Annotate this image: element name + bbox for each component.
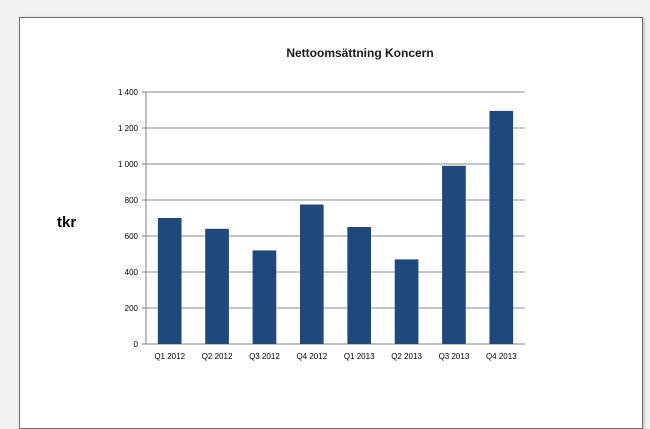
bar (299, 204, 324, 344)
y-tick-label: 800 (125, 196, 139, 205)
bar (442, 165, 466, 344)
y-tick-label: 200 (125, 304, 139, 313)
x-tick-label: Q3 2012 (249, 352, 280, 361)
x-tick-label: Q4 2012 (296, 352, 327, 361)
x-tick-label: Q4 2013 (486, 352, 517, 361)
x-tick-label: Q2 2013 (391, 352, 422, 361)
y-tick-label: 1 400 (118, 88, 139, 97)
y-tick-label: 600 (125, 232, 139, 241)
y-tick-label: 0 (134, 340, 139, 349)
y-tick-label: 400 (125, 268, 139, 277)
chart-title: Nettoomsättning Koncern (286, 46, 434, 60)
chart-frame: Nettoomsättning Koncern tkr 0 200 400 600 80… (19, 17, 643, 429)
y-tick-label: 1 000 (118, 160, 139, 169)
bar-chart: 0 200 400 600 800 1 000 1 200 1 400 Q1 2012 Q2 20… (118, 88, 525, 361)
bar (252, 250, 277, 344)
x-tick-label: Q1 2012 (154, 352, 185, 361)
bar (394, 259, 419, 344)
y-tick-label: 1 200 (118, 124, 139, 133)
x-tick-label: Q3 2013 (439, 352, 470, 361)
bar (347, 227, 372, 344)
bar (205, 228, 229, 344)
x-tick-label: Q2 2012 (202, 352, 233, 361)
bar (489, 110, 514, 345)
x-tick-label: Q1 2013 (344, 352, 375, 361)
y-axis-label: tkr (57, 214, 77, 231)
bar (157, 218, 182, 344)
